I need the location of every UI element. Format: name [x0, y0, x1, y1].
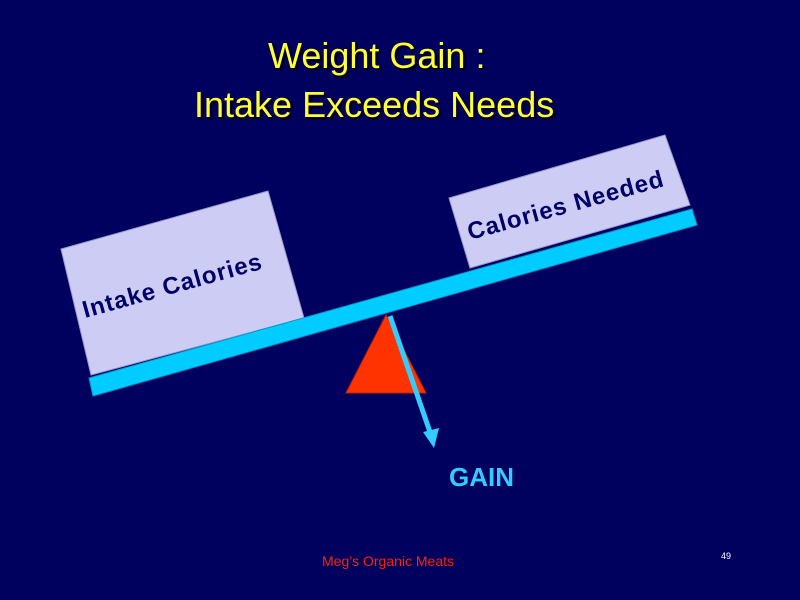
calories-needed-box — [448, 134, 691, 269]
gain-label: GAIN — [449, 462, 514, 492]
gain-arrow-shaft — [387, 315, 433, 433]
slide-title-line-2: Intake Exceeds Needs — [194, 84, 555, 125]
fulcrum-triangle — [345, 313, 427, 394]
scale-beam — [88, 208, 698, 397]
gain-arrow-head — [423, 428, 439, 448]
footer-text: Meg’s Organic Meats — [322, 553, 455, 569]
page-number: 49 — [721, 551, 732, 561]
slide-title-line-1: Weight Gain : — [268, 35, 486, 76]
